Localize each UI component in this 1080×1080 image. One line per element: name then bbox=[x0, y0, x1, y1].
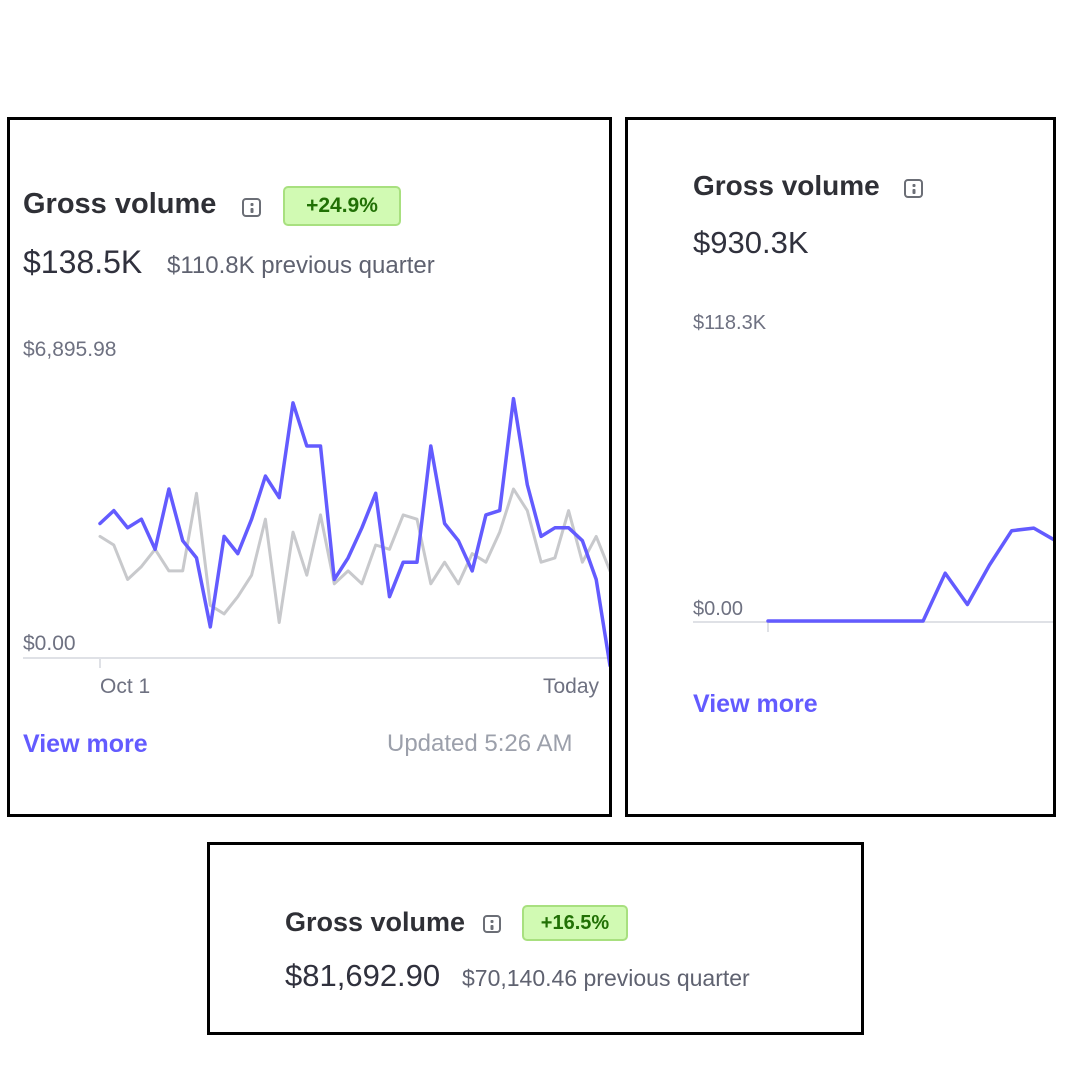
x-axis-end-label: Today bbox=[543, 675, 600, 698]
info-icon-dot bbox=[912, 184, 915, 187]
gross-volume-card-quarter: Gross volume +24.9% $138.5K $110.8K prev… bbox=[7, 117, 612, 817]
previous-period-comparison: $110.8K previous quarter bbox=[167, 252, 435, 279]
info-icon-stem bbox=[912, 189, 915, 194]
gross-volume-line-chart bbox=[23, 396, 609, 668]
y-axis-min-label: $0.00 bbox=[693, 598, 744, 620]
current-quarter-series-line bbox=[98, 396, 609, 668]
card-title: Gross volume bbox=[23, 188, 217, 220]
gross-volume-value: $138.5K bbox=[23, 244, 143, 280]
card-title: Gross volume bbox=[285, 907, 466, 937]
info-icon[interactable] bbox=[242, 198, 261, 217]
info-icon-stem bbox=[250, 208, 253, 213]
info-icon-dot bbox=[250, 203, 253, 206]
gross-volume-card-alltime: Gross volume $930.3K $118.3K $0.00 View … bbox=[625, 117, 1056, 817]
view-more-link[interactable]: View more bbox=[693, 690, 818, 718]
info-icon-dot bbox=[490, 920, 494, 923]
info-icon[interactable] bbox=[483, 915, 501, 933]
previous-quarter-series-line bbox=[98, 487, 609, 624]
info-icon[interactable] bbox=[904, 179, 923, 198]
updated-timestamp: Updated 5:26 AM bbox=[387, 730, 573, 757]
previous-period-comparison: $70,140.46 previous quarter bbox=[462, 965, 750, 991]
gross-volume-series-line bbox=[766, 526, 1053, 623]
view-more-link[interactable]: View more bbox=[23, 730, 148, 758]
gross-volume-line-chart bbox=[693, 526, 1053, 632]
x-axis-start-label: Oct 1 bbox=[100, 675, 151, 698]
gross-volume-value: $81,692.90 bbox=[285, 958, 441, 993]
card-title: Gross volume bbox=[693, 170, 880, 201]
change-badge: +16.5% bbox=[522, 905, 628, 941]
change-badge: +24.9% bbox=[283, 186, 401, 226]
gross-volume-value: $930.3K bbox=[693, 225, 809, 260]
gross-volume-card-summary: Gross volume +16.5% $81,692.90 $70,140.4… bbox=[207, 842, 864, 1035]
y-axis-max-label: $118.3K bbox=[693, 312, 767, 334]
info-icon-stem bbox=[490, 925, 494, 930]
y-axis-min-label: $0.00 bbox=[23, 632, 76, 655]
y-axis-max-label: $6,895.98 bbox=[23, 338, 117, 361]
